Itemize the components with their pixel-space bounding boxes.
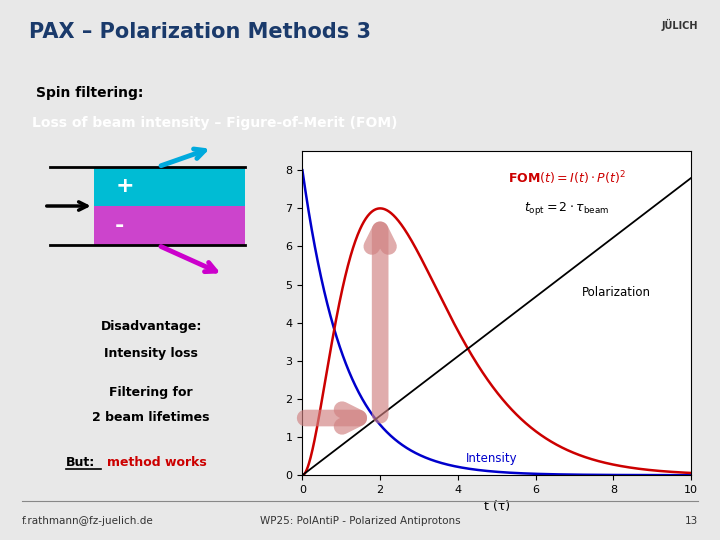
Text: 2 beam lifetimes: 2 beam lifetimes: [92, 411, 210, 424]
Text: 13: 13: [685, 516, 698, 525]
Text: PAX – Polarization Methods 3: PAX – Polarization Methods 3: [29, 22, 371, 42]
Bar: [94, 167, 245, 206]
Text: Intensity: Intensity: [466, 451, 518, 464]
Text: $t_{\mathrm{opt}} = 2 \cdot \tau_{\mathrm{beam}}$: $t_{\mathrm{opt}} = 2 \cdot \tau_{\mathr…: [524, 200, 609, 217]
Text: WP25: PolAntiP - Polarized Antiprotons: WP25: PolAntiP - Polarized Antiprotons: [260, 516, 460, 525]
Text: -: -: [115, 215, 125, 235]
X-axis label: t (τ): t (τ): [484, 501, 510, 514]
Text: Intensity loss: Intensity loss: [104, 347, 198, 360]
Text: Polarization: Polarization: [582, 286, 652, 299]
Text: But:: But:: [66, 456, 95, 469]
Text: $\mathbf{FOM}(t) = I(t) \cdot P(t)^2$: $\mathbf{FOM}(t) = I(t) \cdot P(t)^2$: [508, 169, 626, 187]
Text: method works: method works: [107, 456, 207, 469]
Bar: [94, 206, 245, 245]
Text: f.rathmann@fz-juelich.de: f.rathmann@fz-juelich.de: [22, 516, 153, 525]
Text: Spin filtering:: Spin filtering:: [36, 86, 143, 100]
Text: Disadvantage:: Disadvantage:: [101, 320, 202, 333]
Text: +: +: [115, 177, 134, 197]
Text: JÜLICH: JÜLICH: [662, 18, 698, 31]
Text: Loss of beam intensity – Figure-of-Merit (FOM): Loss of beam intensity – Figure-of-Merit…: [32, 116, 397, 130]
Text: Filtering for: Filtering for: [109, 386, 193, 399]
